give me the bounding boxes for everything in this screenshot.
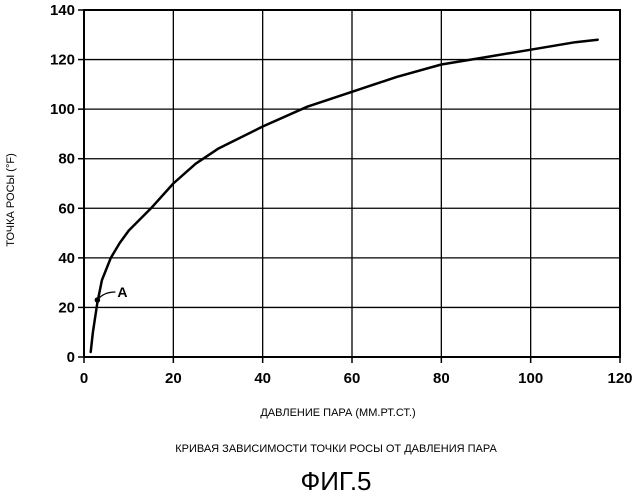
y-tick-label: 100 — [50, 101, 75, 118]
y-tick-label: 40 — [58, 250, 75, 267]
y-tick-label: 80 — [58, 151, 75, 168]
y-tick-label: 20 — [58, 299, 75, 316]
x-tick-label: 0 — [80, 370, 88, 387]
grid-lines — [84, 10, 620, 357]
y-axis-label: ТОЧКА РОСЫ (°F) — [5, 153, 17, 247]
y-tick-label: 140 — [50, 2, 75, 19]
annotation-label: A — [117, 284, 127, 300]
y-tick-label: 120 — [50, 52, 75, 69]
y-tick-label: 0 — [67, 349, 75, 366]
x-tick-label: 80 — [433, 370, 450, 387]
dew-point-curve — [91, 40, 598, 352]
x-tick-label: 120 — [607, 370, 632, 387]
x-tick-label: 60 — [344, 370, 361, 387]
x-axis-label: ДАВЛЕНИЕ ПАРА (ММ.РТ.СТ.) — [260, 407, 415, 419]
x-tick-label: 20 — [165, 370, 182, 387]
figure-caption: КРИВАЯ ЗАВИСИМОСТИ ТОЧКИ РОСЫ ОТ ДАВЛЕНИ… — [175, 443, 497, 455]
x-tick-label: 100 — [518, 370, 543, 387]
y-tick-label: 60 — [58, 200, 75, 217]
figure-number: ФИГ.5 — [300, 466, 371, 496]
x-tick-label: 40 — [254, 370, 271, 387]
